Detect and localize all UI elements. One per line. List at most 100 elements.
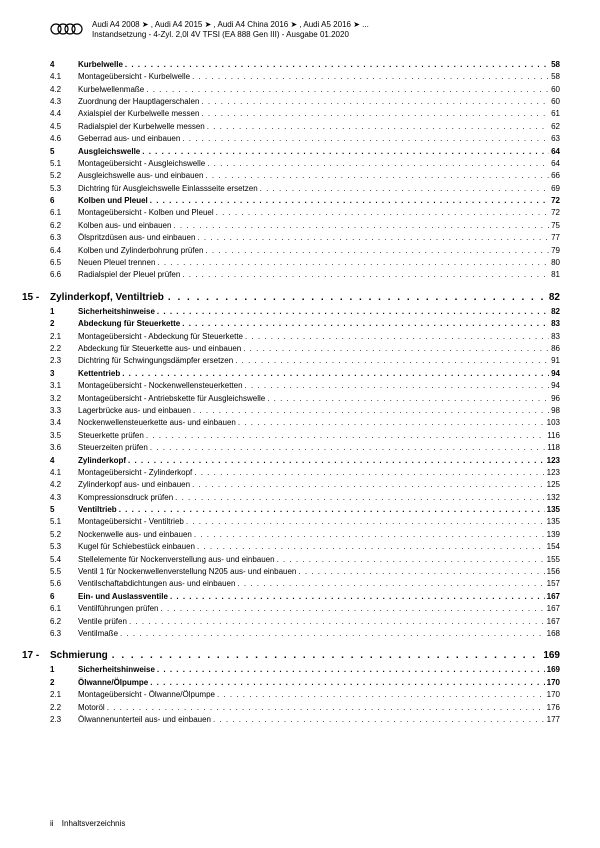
toc-entry-num: 1 xyxy=(50,664,78,676)
toc-entry-label: Ventiltrieb xyxy=(78,504,117,516)
toc-entry: 5.6Ventilschaftabdichtungen aus- und ein… xyxy=(50,578,560,590)
toc-entry: 4.1Montageübersicht - Kurbelwelle . . . … xyxy=(50,71,560,83)
toc-entry-label: Montageübersicht - Kolben und Pleuel xyxy=(78,207,214,219)
toc-entry-label: Ventilschaftabdichtungen aus- und einbau… xyxy=(78,578,235,590)
toc-chapter-page: 82 xyxy=(549,292,560,303)
toc-entry-num: 5.6 xyxy=(50,578,78,590)
toc-entry-page: 168 xyxy=(547,628,560,640)
toc-entry-page: 96 xyxy=(551,393,560,405)
toc-dots: . . . . . . . . . . . . . . . . . . . . … xyxy=(107,702,545,714)
toc-chapter-num: 17 - xyxy=(22,650,50,661)
toc-entry-page: 58 xyxy=(551,71,560,83)
toc-entry-label: Montageübersicht - Ventiltrieb xyxy=(78,516,184,528)
toc-entry-page: 60 xyxy=(551,84,560,96)
toc-entry-num: 3.1 xyxy=(50,380,78,392)
audi-logo-icon xyxy=(50,22,84,40)
toc-entry-page: 61 xyxy=(551,108,560,120)
toc-entry-num: 4.2 xyxy=(50,479,78,491)
toc-dots: . . . . . . . . . . . . . . . . . . . . … xyxy=(122,368,549,380)
toc-entry-page: 86 xyxy=(551,343,560,355)
toc-entry-num: 5.3 xyxy=(50,183,78,195)
toc-dots: . . . . . . . . . . . . . . . . . . . . … xyxy=(120,628,545,640)
toc-entry: 4.2Zylinderkopf aus- und einbauen . . . … xyxy=(50,479,560,491)
toc-entry-label: Ölspritzdüsen aus- und einbauen xyxy=(78,232,195,244)
toc-dots: . . . . . . . . . . . . . . . . . . . . … xyxy=(150,677,544,689)
toc-dots: . . . . . . . . . . . . . . . . . . . . … xyxy=(157,306,549,318)
toc-dots: . . . . . . . . . . . . . . . . . . . . … xyxy=(194,467,544,479)
footer-page-number: ii xyxy=(50,819,54,828)
toc-entry: 6Ein- und Auslassventile . . . . . . . .… xyxy=(50,591,560,603)
toc-entry-label: Kettentrieb xyxy=(78,368,120,380)
toc-entry-label: Radialspiel der Pleuel prüfen xyxy=(78,269,180,281)
toc-entry-page: 91 xyxy=(551,355,560,367)
toc-dots: . . . . . . . . . . . . . . . . . . . . … xyxy=(146,84,549,96)
toc-entry-label: Kurbelwellenmaße xyxy=(78,84,144,96)
toc-entry: 5.5Ventil 1 für Nockenwellenverstellung … xyxy=(50,566,560,578)
toc-dots: . . . . . . . . . . . . . . . . . . . . … xyxy=(243,343,549,355)
toc-entry-label: Kolben aus- und einbauen xyxy=(78,220,171,232)
toc-chapter: 15 -Zylinderkopf, Ventiltrieb . . . . . … xyxy=(22,292,560,303)
toc-entry-label: Geberrad aus- und einbauen xyxy=(78,133,180,145)
toc-entry-label: Kompressionsdruck prüfen xyxy=(78,492,173,504)
toc-dots: . . . . . . . . . . . . . . . . . . . . … xyxy=(207,158,549,170)
toc-entry-label: Sicherheitshinweise xyxy=(78,306,155,318)
toc-dots: . . . . . . . . . . . . . . . . . . . . … xyxy=(205,245,549,257)
toc-entry: 5Ausgleichswelle . . . . . . . . . . . .… xyxy=(50,146,560,158)
toc-dots: . . . . . . . . . . . . . . . . . . . . … xyxy=(175,492,544,504)
toc-dots: . . . . . . . . . . . . . . . . . . . . … xyxy=(161,603,545,615)
toc-chapter: 17 -Schmierung . . . . . . . . . . . . .… xyxy=(22,650,560,661)
toc-entry-num: 4.1 xyxy=(50,71,78,83)
toc-entry-num: 2.1 xyxy=(50,689,78,701)
toc-entry-label: Montageübersicht - Ausgleichswelle xyxy=(78,158,205,170)
toc-entry-num: 5.4 xyxy=(50,554,78,566)
toc-entry: 4.1Montageübersicht - Zylinderkopf . . .… xyxy=(50,467,560,479)
toc-entry: 3.2Montageübersicht - Antriebskette für … xyxy=(50,393,560,405)
toc-entry-num: 4.5 xyxy=(50,121,78,133)
toc-dots: . . . . . . . . . . . . . . . . . . . . … xyxy=(192,479,545,491)
toc-entry-page: 135 xyxy=(547,504,560,516)
toc-dots: . . . . . . . . . . . . . . . . . . . . … xyxy=(267,393,549,405)
toc-dots: . . . . . . . . . . . . . . . . . . . . … xyxy=(129,616,545,628)
header-line-2: Instandsetzung - 4-Zyl. 2,0l 4V TFSI (EA… xyxy=(92,30,369,40)
toc-dots: . . . . . . . . . . . . . . . . . . . . … xyxy=(142,146,549,158)
toc-entry-num: 3.5 xyxy=(50,430,78,442)
toc-entry-page: 66 xyxy=(551,170,560,182)
toc-entry-num: 2.2 xyxy=(50,343,78,355)
toc-entry-page: 58 xyxy=(551,59,560,71)
footer-label: Inhaltsverzeichnis xyxy=(62,819,126,828)
toc-dots: . . . . . . . . . . . . . . . . . . . . … xyxy=(197,541,545,553)
toc-dots: . . . . . . . . . . . . . . . . . . . . … xyxy=(201,108,549,120)
toc-dots: . . . . . . . . . . . . . . . . . . . . … xyxy=(245,380,550,392)
toc-dots: . . . . . . . . . . . . . . . . . . . . … xyxy=(173,220,549,232)
toc-entry: 3.1Montageübersicht - Nockenwellensteuer… xyxy=(50,380,560,392)
toc-entry: 1Sicherheitshinweise . . . . . . . . . .… xyxy=(50,664,560,676)
toc-chapter-page: 169 xyxy=(543,650,560,661)
toc-dots: . . . . . . . . . . . . . . . . . . . . … xyxy=(182,269,549,281)
toc-entry-page: 167 xyxy=(547,616,560,628)
toc-entry-page: 75 xyxy=(551,220,560,232)
toc-entry-label: Nockenwelle aus- und einbauen xyxy=(78,529,192,541)
toc-entry: 1Sicherheitshinweise . . . . . . . . . .… xyxy=(50,306,560,318)
toc-dots: . . . . . . . . . . . . . . . . . . . . … xyxy=(182,318,549,330)
toc-dots: . . . . . . . . . . . . . . . . . . . . … xyxy=(245,331,549,343)
toc-entry-label: Steuerkette prüfen xyxy=(78,430,144,442)
toc-entry-page: 98 xyxy=(551,405,560,417)
toc-dots: . . . . . . . . . . . . . . . . . . . . … xyxy=(197,232,549,244)
toc-entry-num: 5.2 xyxy=(50,529,78,541)
toc-entry-num: 4 xyxy=(50,59,78,71)
toc-entry: 2.2Motoröl . . . . . . . . . . . . . . .… xyxy=(50,702,560,714)
toc-entry-num: 6.1 xyxy=(50,207,78,219)
toc-entry-page: 80 xyxy=(551,257,560,269)
table-of-contents: 4Kurbelwelle . . . . . . . . . . . . . .… xyxy=(50,59,560,727)
toc-entry: 2Abdeckung für Steuerkette . . . . . . .… xyxy=(50,318,560,330)
toc-entry-page: 125 xyxy=(547,479,560,491)
toc-entry-page: 64 xyxy=(551,158,560,170)
toc-entry: 6.3Ölspritzdüsen aus- und einbauen . . .… xyxy=(50,232,560,244)
toc-entry-label: Steuerzeiten prüfen xyxy=(78,442,148,454)
toc-entry-page: 118 xyxy=(547,442,560,454)
toc-entry-page: 94 xyxy=(551,368,560,380)
toc-entry-page: 170 xyxy=(547,689,560,701)
toc-entry-page: 156 xyxy=(547,566,560,578)
toc-entry-num: 2.1 xyxy=(50,331,78,343)
toc-entry-page: 132 xyxy=(547,492,560,504)
